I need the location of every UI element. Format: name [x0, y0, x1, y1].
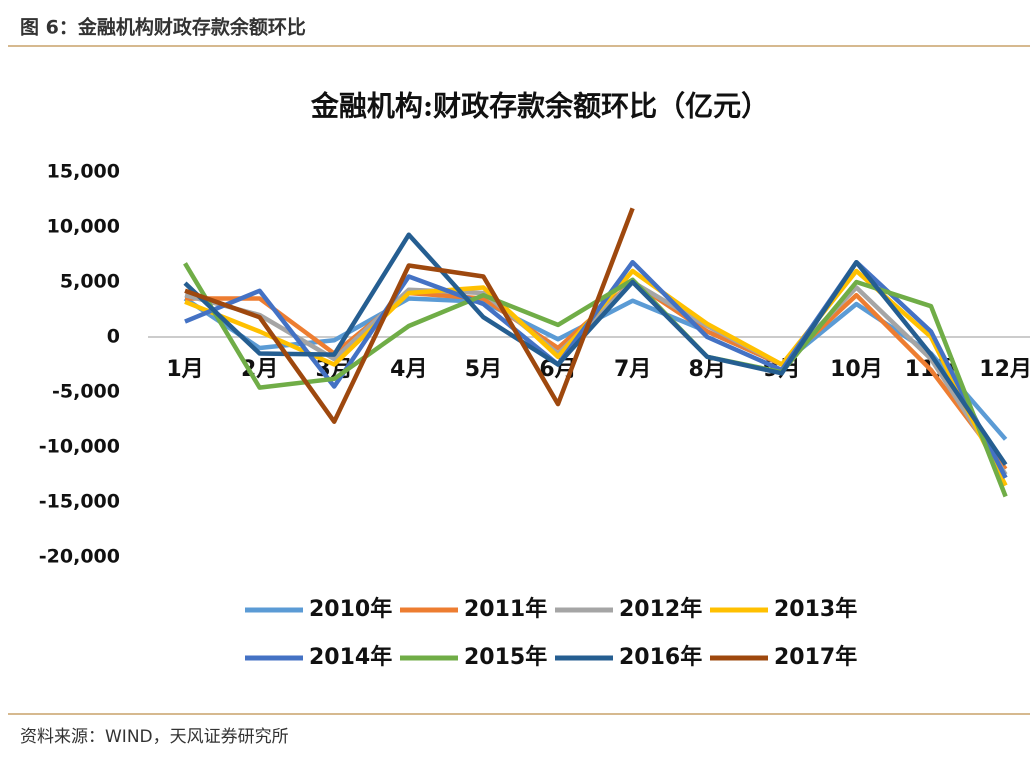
x-tick-label: 12月 — [979, 357, 1030, 382]
legend-label: 2013年 — [774, 596, 857, 622]
y-tick-label: 10,000 — [47, 216, 120, 238]
legend-label: 2014年 — [309, 644, 392, 670]
y-tick-label: 5,000 — [60, 271, 120, 293]
y-tick-label: -10,000 — [39, 436, 120, 458]
x-tick-label: 4月 — [390, 357, 427, 382]
legend-label: 2016年 — [619, 644, 702, 670]
y-tick-label: 15,000 — [47, 161, 120, 183]
legend-label: 2012年 — [619, 596, 702, 622]
series-line — [183, 232, 1008, 466]
x-tick-label: 10月 — [830, 357, 883, 382]
chart-title: 金融机构:财政存款余额环比（亿元） — [310, 90, 769, 123]
y-tick-label: 0 — [107, 326, 120, 348]
x-tick-label: 7月 — [614, 357, 651, 382]
legend-label: 2011年 — [464, 596, 547, 622]
source-note: 资料来源：WIND，天风证券研究所 — [20, 727, 289, 747]
legend-label: 2015年 — [464, 644, 547, 670]
x-tick-label: 1月 — [166, 357, 203, 382]
figure-title: 图 6：金融机构财政存款余额环比 — [20, 16, 306, 39]
x-tick-label: 5月 — [465, 357, 502, 382]
y-tick-label: -15,000 — [39, 491, 120, 513]
series-line — [184, 207, 635, 424]
y-tick-label: -20,000 — [39, 546, 120, 568]
legend-label: 2010年 — [309, 596, 392, 622]
legend-label: 2017年 — [774, 644, 857, 670]
y-tick-label: -5,000 — [52, 381, 120, 403]
series-line — [184, 259, 1008, 479]
series-line — [184, 279, 1008, 476]
